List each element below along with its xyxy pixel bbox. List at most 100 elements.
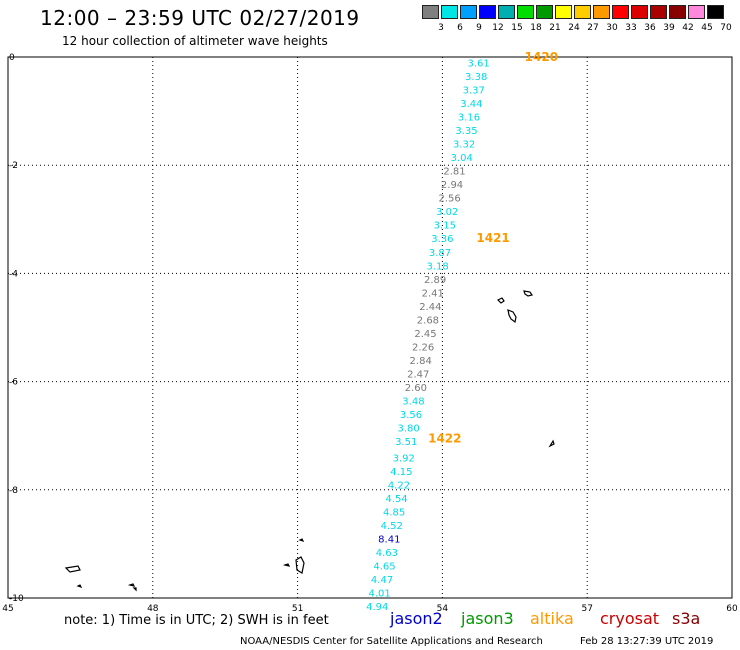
wave-height-value: 3.37 [463, 85, 485, 96]
colorbar-label: 27 [587, 23, 599, 33]
colorbar-label: 24 [568, 23, 580, 33]
island-outline [132, 587, 137, 592]
wave-height-value: 3.51 [395, 437, 417, 448]
wave-height-value: 3.02 [436, 207, 458, 218]
island-outline [64, 565, 81, 573]
island-outline [127, 583, 136, 587]
wave-height-value: 3.92 [393, 453, 415, 464]
colorbar-label: 42 [682, 23, 694, 33]
wave-height-value: 4.54 [385, 494, 407, 505]
colorbar-swatch [593, 5, 610, 19]
colorbar-label: 30 [606, 23, 618, 33]
wave-height-value: 4.22 [388, 480, 410, 491]
island-outline [523, 290, 533, 297]
satellite-legend-entry: cryosat [600, 609, 660, 628]
y-tick-label: -2 [9, 161, 18, 171]
wave-height-value: 2.68 [417, 315, 439, 326]
wave-height-value: 4.52 [381, 521, 403, 532]
wave-height-value: 3.32 [453, 140, 475, 151]
pass-number-label: 1422 [428, 431, 461, 445]
wave-height-value: 2.44 [419, 302, 441, 313]
wave-height-value: 3.56 [400, 410, 422, 421]
wave-height-value: 4.94 [366, 602, 388, 613]
colorbar-swatch [479, 5, 496, 19]
colorbar-label: 36 [644, 23, 656, 33]
colorbar-swatch [460, 5, 477, 19]
y-tick-label: -6 [9, 378, 18, 388]
colorbar-swatch [555, 5, 572, 19]
wave-height-value: 4.63 [376, 548, 398, 559]
wave-height-value: 3.44 [460, 99, 482, 110]
x-tick-label: 51 [292, 604, 303, 614]
credit-text: NOAA/NESDIS Center for Satellite Applica… [240, 636, 543, 647]
island-outline [76, 584, 83, 589]
island-outline [282, 563, 291, 567]
colorbar-label: 18 [530, 23, 542, 33]
colorbar-label: 3 [438, 23, 444, 33]
colorbar-swatch [498, 5, 515, 19]
wave-height-value: 2.89 [424, 275, 446, 286]
wave-height-value: 2.26 [412, 342, 434, 353]
colorbar-label: 15 [511, 23, 523, 33]
pass-number-label: 1420 [525, 50, 558, 64]
colorbar-label: 70 [720, 23, 732, 33]
x-tick-label: 45 [2, 604, 13, 614]
wave-height-value: 2.41 [422, 288, 444, 299]
wave-height-value: 3.15 [434, 221, 456, 232]
wave-height-value: 4.85 [383, 507, 405, 518]
wave-height-value: 3.04 [451, 153, 473, 164]
wave-height-value: 3.18 [426, 261, 448, 272]
wave-height-value: 2.81 [443, 167, 465, 178]
wave-height-value: 2.60 [405, 383, 427, 394]
colorbar-swatch [422, 5, 439, 19]
colorbar-swatch [441, 5, 458, 19]
colorbar-label: 45 [701, 23, 713, 33]
colorbar-label: 39 [663, 23, 675, 33]
wave-height-value: 3.80 [397, 424, 419, 435]
colorbar-swatch [707, 5, 724, 19]
wave-height-value: 2.94 [441, 180, 463, 191]
satellite-legend-entry: s3a [672, 609, 701, 628]
colorbar-label: 6 [457, 23, 463, 33]
wave-height-value: 2.47 [407, 369, 429, 380]
satellite-legend-entry: altika [530, 609, 574, 628]
wave-height-value: 3.87 [429, 248, 451, 259]
colorbar-swatch [650, 5, 667, 19]
satellite-legend-entry: jason2 [390, 609, 443, 628]
wave-height-value: 3.48 [402, 397, 424, 408]
wave-height-value: 4.47 [371, 575, 393, 586]
wave-height-value: 3.38 [465, 72, 487, 83]
colorbar-label: 12 [492, 23, 504, 33]
wave-height-value: 2.45 [414, 329, 436, 340]
x-tick-label: 48 [147, 604, 159, 614]
wave-height-value: 2.84 [410, 356, 432, 367]
y-tick-label: 0 [9, 53, 15, 63]
pass-number-label: 1421 [476, 231, 509, 245]
y-tick-label: -4 [9, 269, 18, 279]
x-tick-label: 54 [437, 604, 449, 614]
colorbar-label: 21 [549, 23, 561, 33]
y-tick-label: -10 [9, 594, 24, 604]
colorbar-swatch [536, 5, 553, 19]
wave-height-value: 4.01 [369, 589, 391, 600]
wave-height-value: 4.15 [390, 467, 412, 478]
colorbar-swatch [612, 5, 629, 19]
colorbar-swatch [631, 5, 648, 19]
x-tick-label: 57 [581, 604, 592, 614]
island-outline [507, 309, 517, 324]
wave-height-value: 2.56 [439, 194, 461, 205]
wave-height-value: 3.16 [458, 113, 480, 124]
x-tick-label: 60 [726, 604, 738, 614]
timestamp: Feb 28 13:27:39 UTC 2019 [580, 636, 714, 647]
island-outline [548, 439, 555, 448]
satellite-legend-entry: jason3 [461, 609, 514, 628]
footnote: note: 1) Time is in UTC; 2) SWH is in fe… [64, 613, 329, 628]
island-outline [496, 297, 505, 304]
colorbar-label: 9 [476, 23, 482, 33]
y-tick-label: -8 [9, 486, 18, 496]
wave-height-value: 3.35 [455, 126, 477, 137]
map-frame [7, 56, 733, 599]
wave-height-value: 3.36 [431, 234, 453, 245]
